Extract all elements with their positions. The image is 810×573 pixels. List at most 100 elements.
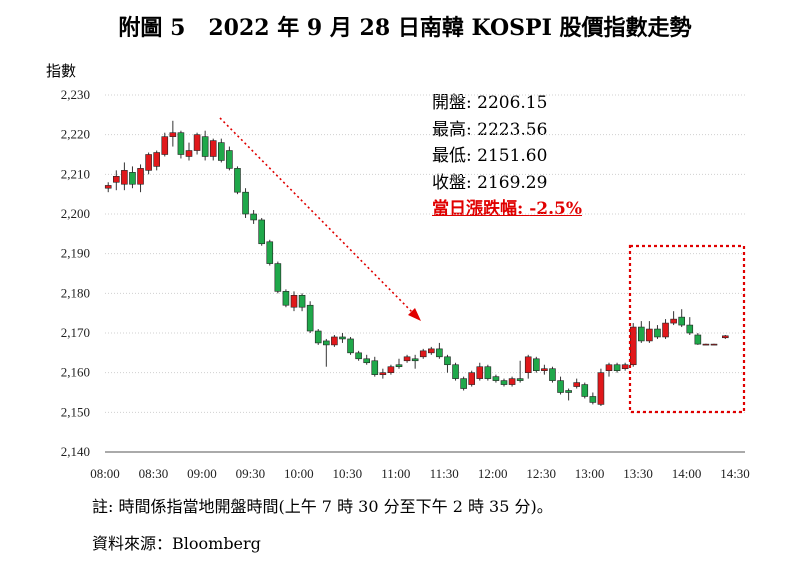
candle-body — [654, 328, 661, 338]
candle-body — [242, 191, 249, 215]
candle-body — [549, 368, 556, 381]
y-tick-label: 2,220 — [61, 127, 90, 142]
candle-body — [379, 372, 387, 375]
candle-body — [403, 356, 411, 362]
candle-body — [710, 343, 718, 346]
daily-change-value: -2.5% — [529, 199, 582, 219]
candles — [104, 120, 729, 406]
y-tick-label: 2,150 — [61, 404, 90, 419]
candle-body — [516, 378, 524, 381]
candle-body — [137, 168, 144, 185]
x-tick-label: 09:30 — [236, 466, 266, 481]
highlight-box — [628, 244, 746, 414]
candle-body — [218, 142, 225, 161]
candle-body — [339, 336, 346, 340]
stat-close-label: 收盤 — [432, 172, 466, 193]
candle-body — [306, 304, 314, 332]
candle-body — [597, 372, 605, 405]
x-tick-label: 10:30 — [332, 466, 362, 481]
stat-low-value: 2151.60 — [477, 146, 548, 166]
x-tick-label: 11:00 — [381, 466, 410, 481]
candle-body — [573, 382, 580, 387]
x-tick-label: 08:30 — [139, 466, 169, 481]
x-tick-label: 12:30 — [526, 466, 556, 481]
candle-body — [500, 380, 508, 385]
stat-low-label: 最低 — [432, 146, 466, 166]
x-tick-label: 09:00 — [187, 466, 217, 481]
trend-arrow-head — [408, 308, 421, 321]
candle-body — [581, 384, 589, 397]
stat-open-value: 2206.15 — [477, 93, 548, 113]
y-tick-label: 2,160 — [61, 365, 90, 380]
candle-body — [541, 368, 548, 371]
candle-body — [258, 219, 265, 245]
x-tick-label: 13:30 — [623, 466, 653, 481]
stat-close-value: 2169.29 — [477, 172, 548, 193]
candle-body — [298, 295, 306, 308]
candle-body — [686, 324, 694, 334]
x-tick-label: 14:00 — [672, 466, 702, 481]
candle-body — [331, 336, 338, 346]
chart-title: 附圖 5 2022 年 9 月 28 日南韓 KOSPI 股價指數走勢 — [118, 15, 692, 41]
candle-body — [355, 352, 362, 360]
candle-body — [638, 326, 645, 342]
candle-body — [694, 334, 702, 345]
y-axis-ticks: 2,140 2,150 2,160 2,170 2,180 2,190 2,200 2,210… — [61, 87, 90, 459]
candle-body — [347, 338, 354, 354]
candle-body — [605, 364, 613, 371]
stat-low: 最低: 2151.60 — [432, 146, 548, 166]
stat-open: 開盤: 2206.15 — [432, 93, 548, 113]
x-tick-label: 10:00 — [284, 466, 314, 481]
source-text: 資料來源：Bloomberg — [92, 534, 261, 553]
candle-body — [104, 185, 112, 189]
candle-body — [557, 380, 564, 393]
y-tick-label: 2,140 — [61, 444, 90, 459]
y-tick-label: 2,200 — [61, 206, 90, 221]
annotations — [219, 117, 746, 414]
stat-close: 收盤: 2169.29 — [432, 172, 548, 193]
candle-body — [678, 316, 685, 326]
candle-body — [266, 241, 274, 264]
x-tick-label: 12:00 — [478, 466, 508, 481]
stat-high-label: 最高 — [432, 119, 466, 140]
x-tick-label: 11:30 — [430, 466, 459, 481]
candle-body — [646, 328, 653, 342]
candle-body — [209, 140, 217, 157]
candle-body — [274, 263, 282, 292]
candle-body — [629, 326, 637, 366]
candle-body — [121, 170, 128, 185]
candle-body — [145, 154, 152, 171]
candle-body — [722, 335, 729, 339]
x-axis-ticks: 08:00 08:30 09:00 09:30 10:00 10:30 11:00 11:30… — [90, 466, 750, 481]
candle-body — [452, 364, 459, 379]
candle-body — [363, 358, 370, 364]
candle-body — [670, 318, 677, 324]
candle-body — [484, 366, 492, 379]
candle-body — [129, 172, 136, 185]
candle-body — [460, 378, 467, 389]
candle-body — [589, 396, 597, 403]
trend-arrow-line — [219, 117, 416, 316]
candle-body — [290, 295, 298, 308]
candle-body — [444, 356, 451, 366]
candle-body — [395, 364, 403, 368]
candle-body — [436, 348, 443, 358]
candle-body — [323, 340, 330, 346]
candle-body — [250, 213, 257, 221]
candle-body — [234, 168, 241, 193]
y-axis-label: 指數 — [46, 62, 77, 80]
candle-body — [662, 322, 669, 338]
candle-body — [411, 358, 419, 362]
candle-body — [193, 134, 201, 151]
x-tick-label: 13:00 — [575, 466, 605, 481]
footnote: 註: 時間係指當地開盤時間(上午 7 時 30 分至下午 2 時 35 分)。 — [92, 497, 553, 516]
candle-body — [177, 132, 185, 155]
candle-body — [169, 132, 177, 137]
x-tick-label: 14:30 — [720, 466, 750, 481]
stat-open-label: 開盤 — [432, 93, 466, 113]
candle-body — [185, 150, 193, 157]
candle-body — [201, 136, 209, 157]
y-tick-label: 2,230 — [61, 87, 90, 102]
candle-body — [476, 366, 484, 379]
gridlines — [105, 94, 745, 453]
